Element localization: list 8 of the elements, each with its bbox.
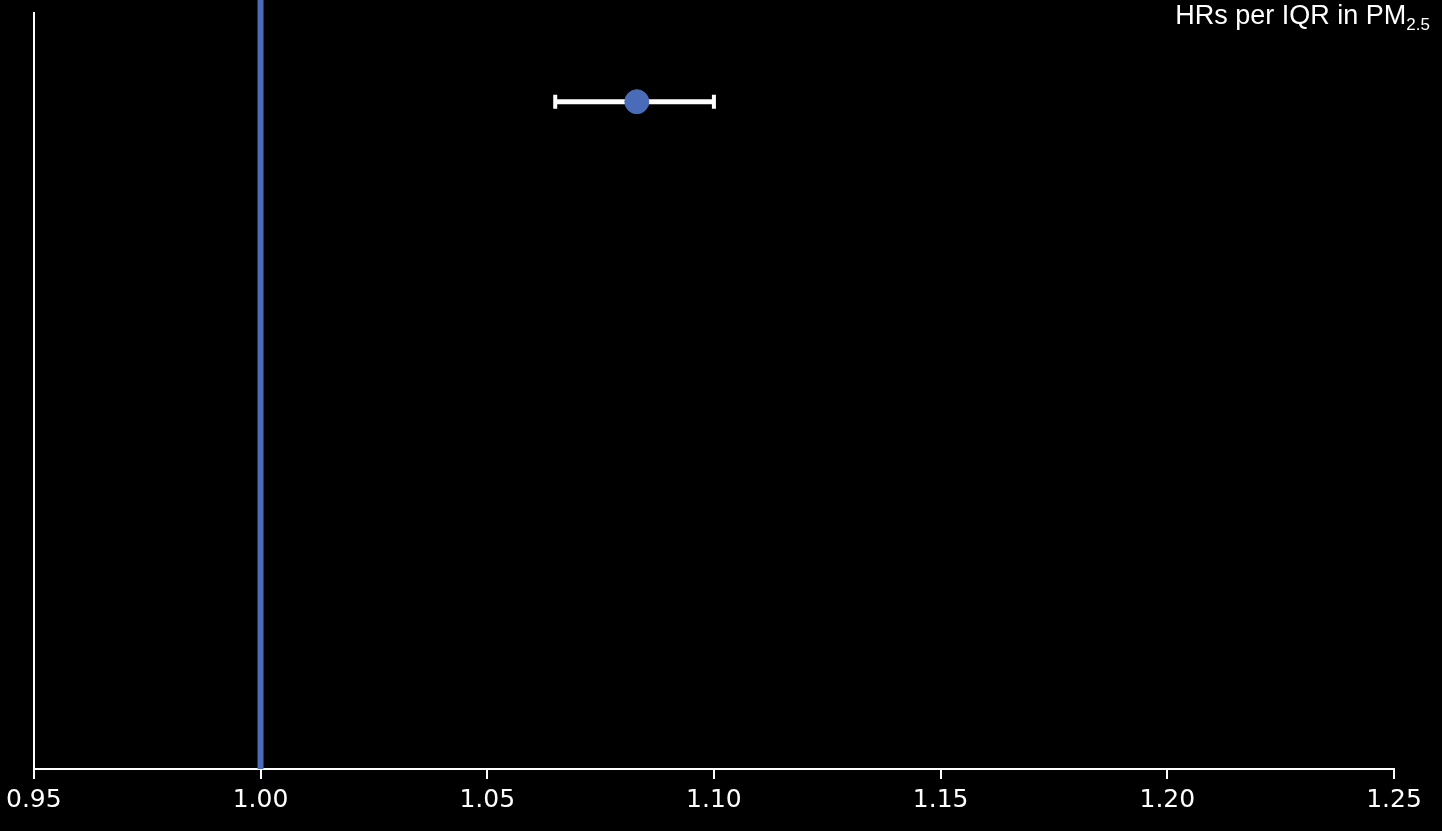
x-tick-label: 1.20 (1139, 783, 1196, 813)
x-tick-label: 1.05 (459, 783, 516, 813)
x-tick-label: 1.00 (232, 783, 289, 813)
x-tick-label: 1.10 (686, 783, 742, 813)
x-tick-label: 1.15 (912, 783, 969, 813)
x-tick-label: 0.95 (6, 783, 62, 813)
x-tick-label: 1.25 (1366, 783, 1422, 813)
chart-title: HRs per IQR in PM$_{2.5}$ (1175, 0, 1430, 37)
